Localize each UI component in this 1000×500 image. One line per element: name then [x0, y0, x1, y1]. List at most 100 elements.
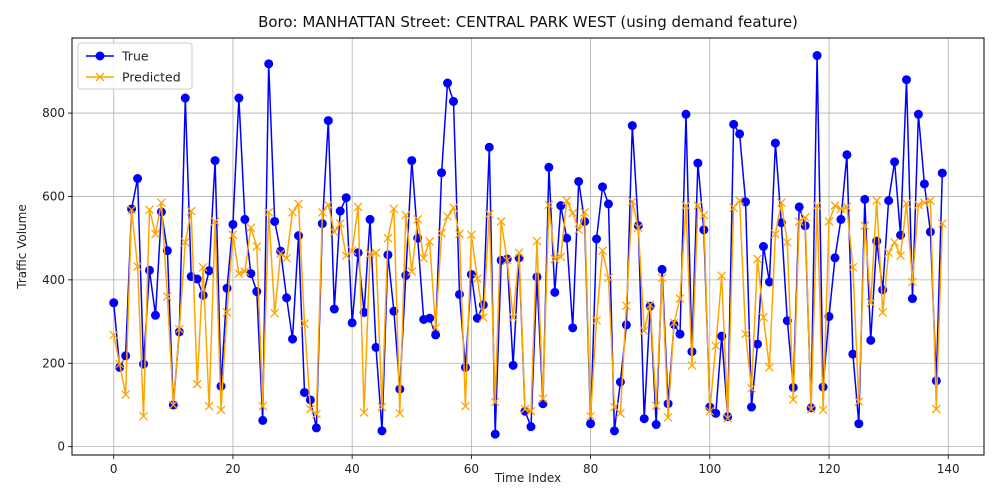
data-point-predicted — [699, 210, 709, 220]
data-point-true — [162, 246, 172, 256]
data-point-predicted — [937, 219, 947, 229]
data-point-predicted — [174, 324, 184, 334]
data-point-predicted — [615, 408, 625, 418]
data-point-true — [234, 93, 244, 103]
data-point-predicted — [878, 307, 888, 317]
data-point-predicted — [532, 236, 542, 246]
data-point-predicted — [788, 395, 798, 404]
data-point-true — [836, 214, 846, 224]
data-point-predicted — [723, 413, 733, 423]
data-point-true — [913, 109, 923, 119]
legend-label-predicted: Predicted — [122, 70, 181, 85]
data-point-predicted — [311, 409, 321, 419]
data-point-predicted — [186, 206, 196, 216]
data-point-predicted — [574, 225, 584, 235]
data-point-predicted — [341, 251, 351, 261]
data-point-true — [609, 426, 619, 436]
data-point-predicted — [818, 405, 828, 415]
data-point-predicted — [347, 246, 357, 256]
data-point-predicted — [407, 267, 417, 276]
data-point-predicted — [305, 404, 315, 414]
data-point-predicted — [234, 269, 244, 279]
data-point-true — [526, 422, 536, 432]
data-point-true — [299, 387, 309, 397]
data-point-predicted — [288, 207, 298, 217]
data-point-true — [848, 349, 858, 359]
data-point-true — [758, 242, 768, 251]
data-point-predicted — [508, 312, 518, 322]
data-point-predicted — [598, 246, 607, 256]
data-point-true — [782, 316, 792, 326]
data-point-true — [437, 168, 447, 178]
data-point-true — [282, 293, 292, 303]
data-point-predicted — [687, 360, 697, 370]
data-point-true — [466, 269, 476, 279]
data-point-predicted — [675, 294, 685, 304]
data-point-true — [198, 290, 208, 300]
data-point-predicted — [770, 229, 780, 239]
data-point-predicted — [782, 237, 792, 247]
data-point-predicted — [377, 402, 387, 412]
data-point-predicted — [669, 318, 679, 328]
data-point-predicted — [472, 274, 482, 284]
data-point-predicted — [264, 207, 274, 217]
x-tick-label: 100 — [698, 462, 721, 476]
data-point-predicted — [663, 413, 673, 422]
data-point-true — [651, 420, 661, 430]
data-point-predicted — [353, 202, 363, 212]
data-point-predicted — [425, 237, 435, 246]
data-point-predicted — [389, 204, 399, 214]
data-point-predicted — [401, 210, 411, 220]
data-point-true — [562, 233, 572, 243]
data-point-true — [294, 231, 304, 241]
data-point-true — [288, 334, 298, 344]
legend-label-true: True — [121, 49, 149, 64]
data-point-true — [794, 202, 804, 212]
data-point-predicted — [246, 223, 256, 233]
data-point-predicted — [276, 249, 286, 259]
data-point-true — [264, 59, 274, 69]
data-point-predicted — [222, 307, 232, 317]
data-point-true — [121, 351, 131, 361]
data-point-true — [884, 196, 894, 206]
data-point-predicted — [902, 199, 911, 209]
data-point-predicted — [133, 262, 143, 271]
data-point-predicted — [919, 198, 929, 208]
data-point-predicted — [383, 233, 393, 243]
data-point-true — [347, 318, 357, 328]
data-point-predicted — [830, 201, 840, 211]
data-point-predicted — [711, 341, 721, 351]
data-point-predicted — [842, 202, 852, 212]
data-point-predicted — [854, 397, 864, 407]
data-point-predicted — [705, 406, 715, 416]
x-tick-label: 20 — [225, 462, 240, 476]
data-point-predicted — [568, 208, 578, 218]
data-point-true — [937, 168, 947, 178]
data-point-predicted — [210, 217, 220, 226]
data-point-true — [574, 176, 584, 186]
x-tick-label: 80 — [583, 462, 598, 476]
data-point-true — [258, 415, 268, 425]
data-point-true — [752, 339, 762, 349]
data-point-predicted — [860, 221, 870, 231]
data-point-predicted — [228, 230, 238, 240]
data-point-true — [735, 129, 745, 139]
data-point-true — [377, 426, 387, 436]
data-point-true — [830, 253, 840, 263]
data-point-predicted — [693, 201, 703, 211]
y-tick-label: 600 — [42, 189, 65, 203]
data-point-true — [246, 269, 256, 279]
chart-title: Boro: MANHATTAN Street: CENTRAL PARK WES… — [258, 13, 798, 31]
data-point-true — [824, 312, 834, 322]
data-point-predicted — [550, 254, 560, 264]
data-point-true — [341, 193, 351, 203]
data-point-predicted — [162, 292, 172, 301]
data-point-true — [210, 156, 220, 166]
data-point-predicted — [317, 207, 327, 217]
data-point-predicted — [764, 362, 774, 372]
data-point-predicted — [478, 312, 488, 322]
data-point-true — [693, 158, 703, 168]
data-point-predicted — [413, 214, 423, 224]
data-point-predicted — [323, 200, 333, 210]
